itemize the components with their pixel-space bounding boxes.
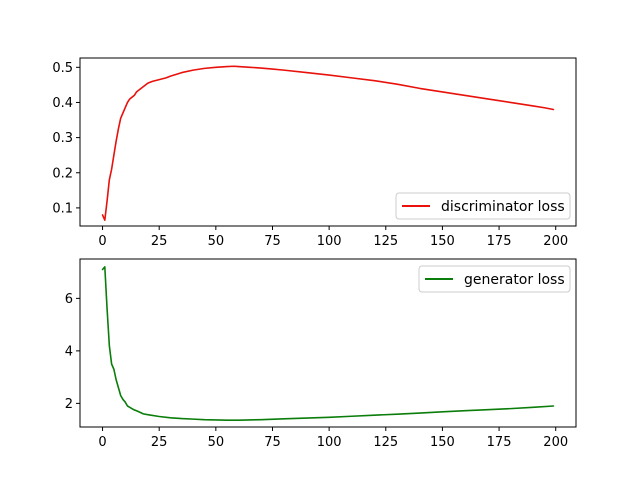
x-tick-label: 75	[264, 234, 281, 249]
x-tick-label: 25	[151, 435, 168, 450]
x-tick-label: 0	[98, 435, 106, 450]
x-tick-label: 100	[317, 234, 342, 249]
generator-loss-axes-frame	[79, 258, 577, 428]
discriminator-loss-ticks: 0 25 50 75 100 125 150 175 200 0.1 0.2 0.3 0.4 0.5	[52, 61, 568, 249]
discriminator-loss-legend: discriminator loss	[395, 192, 571, 220]
x-tick-label: 200	[543, 435, 568, 450]
x-tick-label: 175	[487, 435, 512, 450]
generator-loss-axes: 0 25 50 75 100 125 150 175 200 2 4 6 generator loss	[65, 258, 577, 450]
discriminator-loss-axes: 0 25 50 75 100 125 150 175 200 0.1 0.2 0.3 0.4 0.5 di…	[52, 57, 577, 249]
x-tick-label: 200	[543, 234, 568, 249]
x-tick-label: 50	[208, 435, 225, 450]
discriminator-loss-line	[101, 65, 555, 221]
x-tick-label: 175	[487, 234, 512, 249]
y-tick-label: 2	[65, 397, 73, 412]
x-tick-label: 75	[264, 435, 281, 450]
generator-loss-legend: generator loss	[418, 265, 571, 293]
legend-box	[395, 192, 571, 220]
x-tick-label: 0	[98, 234, 106, 249]
generator-loss-ticks: 0 25 50 75 100 125 150 175 200 2 4 6	[65, 292, 568, 450]
x-tick-label: 50	[208, 234, 225, 249]
generator-loss-line	[101, 266, 555, 421]
y-tick-label: 0.2	[52, 166, 73, 181]
x-tick-label: 150	[430, 234, 455, 249]
y-tick-label: 0.1	[52, 201, 73, 216]
x-tick-label: 125	[373, 435, 398, 450]
legend-label: generator loss	[464, 272, 565, 288]
discriminator-loss-axes-frame	[79, 57, 577, 227]
y-tick-label: 0.5	[52, 61, 73, 76]
x-tick-label: 150	[430, 435, 455, 450]
x-tick-label: 25	[151, 234, 168, 249]
y-tick-label: 0.4	[52, 96, 73, 111]
discriminator-loss-plot-area	[101, 65, 555, 221]
y-tick-label: 0.3	[52, 131, 73, 146]
legend-label: discriminator loss	[441, 199, 565, 215]
x-tick-label: 125	[373, 234, 398, 249]
generator-loss-plot-area	[101, 266, 555, 421]
y-tick-label: 6	[65, 292, 73, 307]
x-tick-label: 100	[317, 435, 342, 450]
legend-box	[418, 265, 571, 293]
y-tick-label: 4	[65, 344, 73, 359]
